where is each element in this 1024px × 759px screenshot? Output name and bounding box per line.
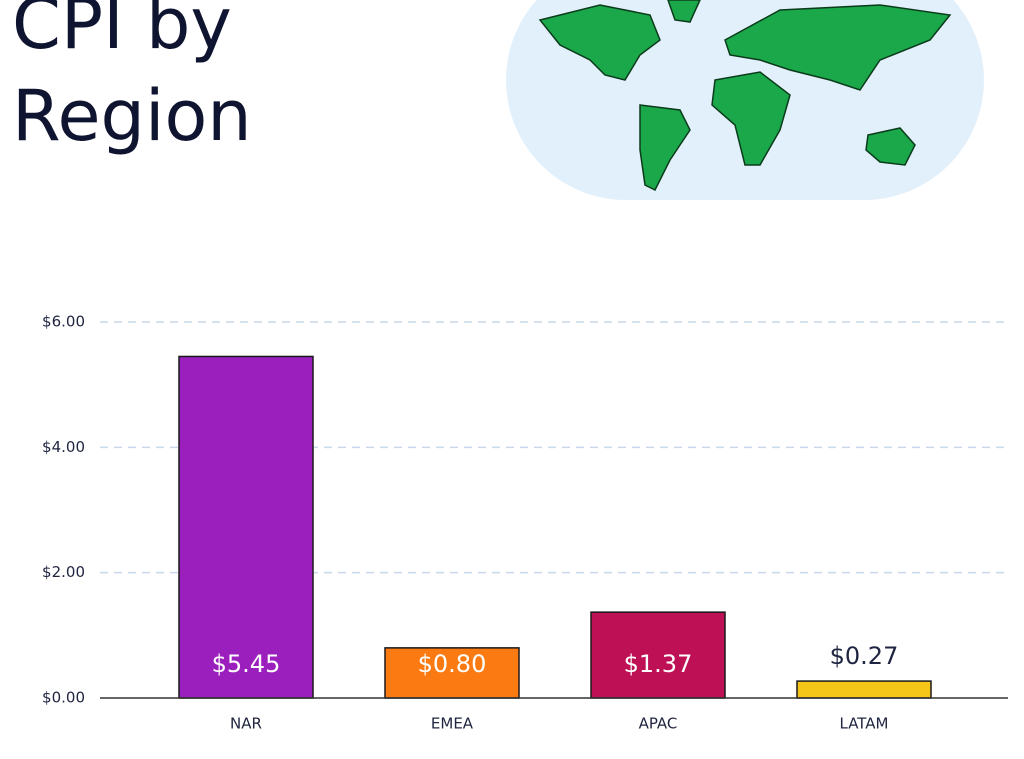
africa [711,71,791,166]
greenland [667,0,701,23]
value-label: $5.45 [212,650,281,678]
north-america [538,4,661,81]
australia [865,127,916,166]
south-america [639,104,691,192]
eurasia [724,4,952,91]
bar [384,647,520,699]
value-label: $0.80 [418,650,487,678]
y-tick-label: $0.00 [42,689,85,707]
x-tick-label: APAC [639,715,678,733]
bar [590,611,726,699]
x-tick-label: EMEA [431,715,474,733]
world-map-decoration [506,0,984,200]
y-tick-label: $4.00 [42,438,85,456]
bar [796,680,932,699]
chart-title: CPI by Region [12,0,252,157]
value-label: $1.37 [624,650,693,678]
value-label: $0.27 [830,642,899,670]
y-tick-label: $2.00 [42,563,85,581]
x-tick-label: NAR [230,715,262,733]
x-tick-label: LATAM [840,715,889,733]
bar [178,355,314,699]
y-tick-label: $6.00 [42,313,85,331]
